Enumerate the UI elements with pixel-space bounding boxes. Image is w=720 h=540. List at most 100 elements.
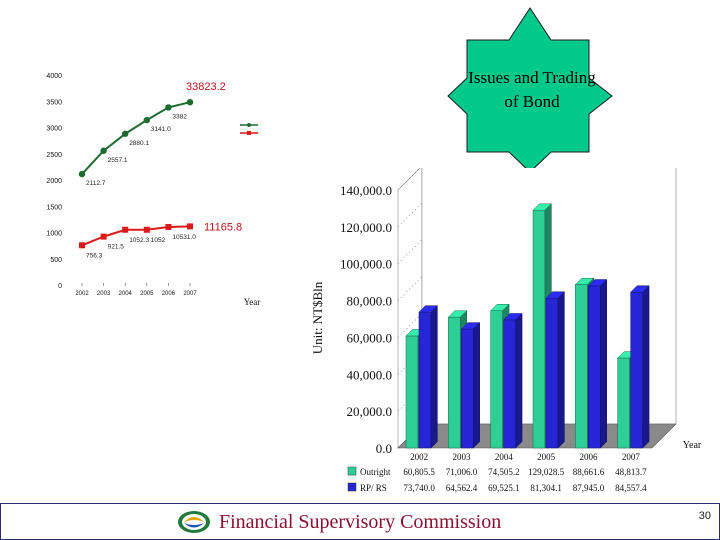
y-tick-label: 2000 <box>46 178 62 185</box>
legend-marker <box>247 131 251 135</box>
series-line-2 <box>81 225 191 247</box>
bar-rp-rs-2002 <box>418 311 432 449</box>
x-tick-label: 2003 <box>97 291 111 297</box>
data-label: 2112.7 <box>86 180 106 187</box>
x-tick-label: 2005 <box>537 452 556 462</box>
x-tick-label: 2007 <box>622 452 641 462</box>
legend-label: RP/ RS <box>360 483 387 493</box>
bar-side <box>642 285 650 449</box>
bar-outright-2006 <box>575 284 588 449</box>
series-line-1 <box>81 101 191 175</box>
y-tick-label: 0.0 <box>376 441 392 456</box>
table-cell: 73,740.0 <box>403 483 435 493</box>
y-tick-label: 40,000.0 <box>347 367 393 382</box>
data-label: 1052.3 <box>129 237 149 244</box>
data-point <box>187 223 193 230</box>
table-cell: 81,304.1 <box>530 483 562 493</box>
y-tick-label: 140,000.0 <box>340 183 392 198</box>
y-tick-label: 120,000.0 <box>340 220 392 235</box>
y-axis-label: Unit: NT$Bln <box>310 281 325 354</box>
bar-outright-2004 <box>490 310 503 449</box>
value-callout: 11165.8 <box>204 221 242 233</box>
bar-side <box>473 322 480 449</box>
y-tick-label: 3500 <box>46 99 62 106</box>
footer-bar: Financial Supervisory Commission 30 <box>0 503 720 540</box>
bar-outright-2005 <box>532 209 546 449</box>
legend-marker <box>247 123 251 127</box>
line-chart: 0 500 1000 1500 2000 2500 3000 3500 4000 2002 2003… <box>46 73 261 307</box>
y-tick-label: 80,000.0 <box>347 294 393 309</box>
data-point <box>100 233 107 240</box>
data-label: 3141.0 <box>151 126 171 133</box>
y-tick-label: 1000 <box>46 231 62 238</box>
y-grid-tick <box>397 276 423 301</box>
x-tick-label: 2006 <box>162 291 176 297</box>
table-cell: 84,557.4 <box>615 483 647 493</box>
table-cell: 48,813.7 <box>615 467 647 477</box>
bar-rp-rs-2004 <box>503 319 516 449</box>
data-point <box>79 242 85 249</box>
y-grid-tick <box>397 239 423 264</box>
data-point <box>122 130 129 137</box>
bar-outright-2007 <box>617 357 630 449</box>
x-tick-label: 2006 <box>580 452 599 462</box>
x-tick-label: 2007 <box>183 291 197 297</box>
data-point <box>122 226 129 233</box>
bar-side <box>515 312 523 449</box>
legend-swatch <box>347 466 357 476</box>
bar-side <box>557 291 565 449</box>
y-tick-label: 4000 <box>46 73 62 80</box>
table-cell: 71,006.0 <box>446 467 478 477</box>
y-grid-tick <box>397 313 423 338</box>
x-tick-label: 2003 <box>453 452 472 462</box>
data-point <box>165 223 172 230</box>
data-point <box>143 116 150 124</box>
data-point <box>100 147 107 154</box>
slide-title: Issues and Trading of Bond <box>468 68 596 111</box>
y-tick-label: 0 <box>58 283 62 290</box>
bar-rp-rs-2003 <box>461 328 474 449</box>
bar-rp-rs-2006 <box>588 285 601 449</box>
data-point <box>143 226 150 233</box>
footer-org-name: Financial Supervisory Commission <box>219 511 502 533</box>
table-cell: 64,562.4 <box>446 483 478 493</box>
data-label: 3382 <box>172 113 187 120</box>
bar-chart: 0.0 20,000.0 40,000.0 60,000.0 80,000.0 100,0… <box>310 168 702 493</box>
page-number: 30 <box>698 510 711 522</box>
bar-rp-rs-2007 <box>630 291 643 449</box>
table-cell: 129,028.5 <box>528 467 565 477</box>
value-callout: 33823.2 <box>186 81 226 93</box>
bar-rp-rs-2005 <box>545 297 559 449</box>
data-label: 2557.1 <box>108 157 128 164</box>
y-tick-label: 60,000.0 <box>347 330 393 345</box>
data-label: 921.5 <box>108 244 125 251</box>
y-tick-label: 20,000.0 <box>347 404 393 419</box>
x-axis-label: Year <box>244 297 261 307</box>
x-tick-label: 2002 <box>75 291 89 297</box>
y-grid-tick <box>397 202 423 228</box>
y-grid-tick <box>397 168 421 191</box>
fsc-logo-icon <box>178 511 210 533</box>
x-tick-label: 2004 <box>495 452 514 462</box>
bar-outright-2002 <box>405 335 419 449</box>
data-label: 10531.0 <box>172 234 196 241</box>
x-tick-label: 2005 <box>140 291 154 297</box>
table-cell: 87,945.0 <box>573 483 605 493</box>
table-cell: 69,525.1 <box>488 483 520 493</box>
y-tick-label: 1500 <box>46 204 62 211</box>
data-label: 1052 <box>151 237 166 244</box>
y-tick-label: 2500 <box>46 152 62 159</box>
data-point <box>186 98 194 106</box>
bar-side <box>430 305 438 449</box>
data-point <box>165 104 172 111</box>
table-cell: 88,661.6 <box>573 467 605 477</box>
data-label: 756.3 <box>86 252 103 259</box>
legend-label: Outright <box>360 467 391 477</box>
data-point <box>78 170 86 178</box>
legend-swatch <box>347 482 357 492</box>
y-tick-label: 500 <box>50 257 62 264</box>
x-tick-label: 2002 <box>410 452 428 462</box>
table-cell: 74,505.2 <box>488 467 520 477</box>
bar-outright-2003 <box>448 316 461 449</box>
